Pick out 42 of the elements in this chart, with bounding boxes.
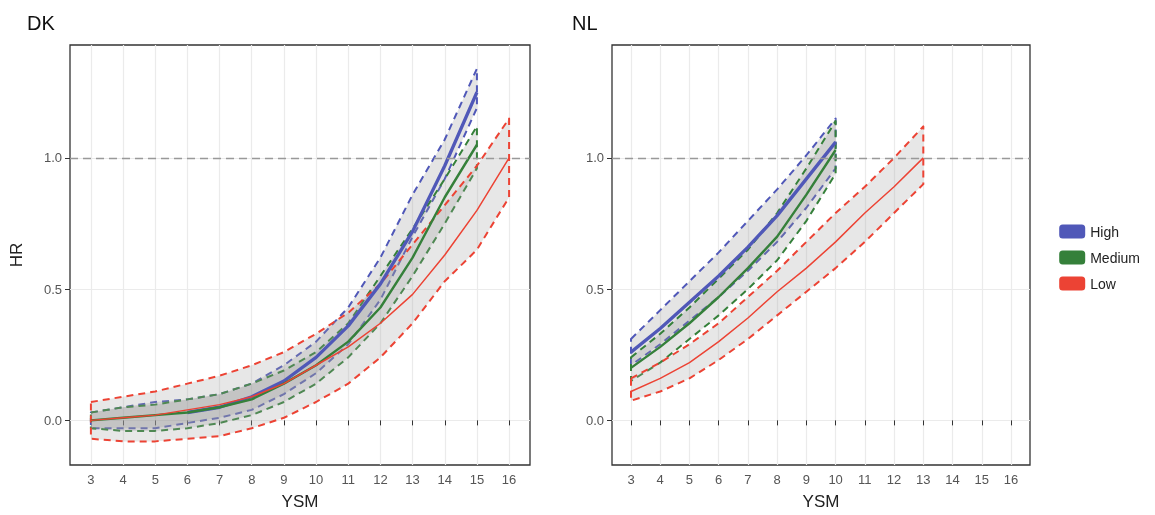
x-tick-label: 11 [858,472,872,487]
x-tick-label: 12 [886,472,902,487]
x-tick-label: 6 [183,472,192,487]
x-tick-label: 10 [828,472,843,487]
chart-title: DK [27,12,56,34]
x-tick-label: 12 [373,472,388,487]
x-tick-label: 6 [715,472,723,487]
x-axis-title: YSM [802,492,840,511]
x-tick-label: 8 [773,472,781,487]
legend-label: Low [1090,275,1117,292]
chart-title: NL [572,12,598,34]
x-tick-label: 13 [405,472,420,487]
x-tick-label: 15 [469,472,485,487]
legend-label: High [1090,223,1119,240]
x-tick-label: 5 [685,472,694,487]
x-tick-label: 9 [802,472,810,487]
y-tick-label: 1.0 [585,150,604,166]
x-axis-title: YSM [281,492,319,511]
x-tick-label: 9 [280,472,288,487]
x-tick-label: 7 [215,472,224,487]
x-tick-label: 14 [437,472,452,487]
x-tick-label: 16 [1003,472,1019,487]
x-tick-label: 4 [119,472,127,487]
x-tick-label: 3 [627,472,635,487]
x-tick-label: 3 [87,472,95,487]
x-tick-label: 15 [974,472,989,487]
y-tick-label: 0.0 [43,412,62,428]
y-tick-label: 0.5 [585,281,604,297]
x-tick-label: 5 [151,472,159,487]
x-tick-label: 13 [916,472,931,487]
x-tick-label: 10 [308,472,324,487]
x-tick-label: 14 [945,472,960,487]
y-tick-label: 1.0 [43,150,62,166]
x-tick-label: 4 [656,472,664,487]
legend-label: Medium [1090,249,1140,266]
x-tick-label: 7 [744,472,752,487]
y-tick-label: 0.0 [585,412,604,428]
y-tick-label: 0.5 [43,281,62,297]
y-axis-title: HR [7,242,26,268]
x-tick-label: 11 [341,472,355,487]
x-tick-label: 8 [248,472,256,487]
x-tick-label: 16 [501,472,517,487]
